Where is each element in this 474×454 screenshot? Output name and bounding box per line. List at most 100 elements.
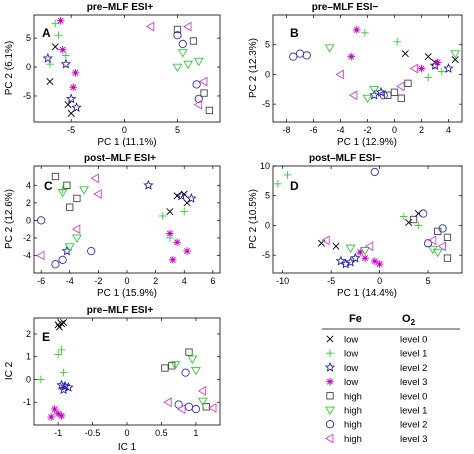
point-plus	[283, 171, 292, 179]
legend-marker-star	[324, 361, 336, 372]
point-circle	[173, 31, 182, 40]
point-asterisk	[417, 64, 426, 73]
point-triangle-left	[145, 21, 155, 32]
panel-e-ytick-label: 0	[26, 374, 31, 384]
point-star	[60, 58, 72, 69]
point-plus	[414, 221, 423, 230]
point-triangle-left	[364, 241, 374, 252]
point-triangle-down	[427, 245, 438, 255]
panel-c-xtick-label: -6	[37, 276, 45, 286]
panel-c-xtick-label: 6	[210, 276, 215, 286]
point-circle	[184, 402, 194, 411]
point-x	[332, 242, 340, 250]
legend-o2-value: level 1	[400, 406, 427, 417]
legend-o2-value: level 0	[400, 391, 427, 402]
panel-a-axes	[33, 14, 221, 123]
point-circle	[438, 224, 447, 233]
point-triangle-down	[369, 85, 380, 95]
point-star	[65, 93, 77, 104]
point-triangle-left	[321, 235, 330, 246]
panel-d-ytick-label: 10	[260, 161, 270, 171]
point-square	[397, 94, 405, 102]
panel-b-title: pre–MLF ESI−	[312, 2, 379, 13]
point-square	[185, 348, 193, 356]
panel-b-xtick-label: 4	[446, 125, 451, 135]
panel-b-points	[289, 26, 461, 104]
point-plus	[400, 212, 408, 221]
panel-b-xtick-label: -8	[282, 125, 290, 135]
panel-d: post–MLF ESI− D PC 1 (14.4%) PC 2 (10.5%…	[248, 153, 463, 299]
point-asterisk	[168, 256, 177, 264]
point-circle	[423, 239, 433, 248]
legend-o2-value: level 3	[400, 434, 427, 445]
point-triangle-down	[177, 49, 188, 58]
point-triangle-down	[172, 63, 183, 73]
panel-b-ytick-label: 5	[265, 40, 270, 50]
panel-d-ticks: -10 -5 0 5 -5 0 5 10	[260, 161, 462, 286]
panel-d-points	[274, 167, 452, 269]
point-x	[51, 43, 59, 51]
panel-a-xtick-label: -5	[67, 125, 75, 135]
point-circle	[51, 260, 60, 269]
point-x	[64, 101, 72, 109]
panel-b-ytick-label: 0	[265, 69, 270, 79]
panel-c-ytick-label: -2	[23, 233, 31, 243]
panel-d-ytick-label: 5	[265, 191, 270, 201]
panel-b-ticks: -8 -6 -4 -2 0 2 4 -5 0 5	[262, 15, 462, 135]
panel-d-ylabel: PC 2 (10.5%)	[248, 189, 259, 249]
legend-o2-header-sub: 2	[411, 318, 416, 327]
point-triangle-down	[79, 186, 90, 195]
point-circle	[295, 49, 305, 58]
panel-b-xtick-label: 2	[419, 125, 424, 135]
panel-c-ytick-label: 2	[26, 198, 31, 208]
panel-e: pre–MLF ESI+ E IC 1 IC 2 -1 -0.5 0 0.5 1 -1 0 1…	[4, 305, 221, 453]
point-x	[46, 77, 54, 86]
point-square	[205, 106, 214, 115]
point-triangle-left	[427, 235, 437, 246]
point-asterisk	[173, 238, 181, 247]
legend-o2-value: level 3	[400, 377, 427, 388]
legend-fe-header: Fe	[349, 313, 362, 325]
panel-b-ytick-label: -5	[262, 99, 270, 109]
point-triangle-down	[64, 243, 75, 252]
panel-c-ytick-label: 0	[26, 215, 31, 225]
point-plus	[393, 37, 402, 46]
point-circle	[87, 246, 96, 256]
panel-d-title: post–MLF ESI−	[309, 153, 381, 164]
legend-rows: low level 0 low level 1 low level 2 low level 3…	[324, 335, 427, 445]
point-asterisk	[56, 16, 65, 25]
panel-a-ylabel: PC 2 (6.1%)	[4, 41, 15, 95]
point-triangle-down	[71, 234, 82, 243]
panel-e-ylabel: IC 2	[4, 361, 15, 380]
legend-fe-value: low	[344, 363, 358, 374]
panel-e-letter: E	[42, 330, 50, 344]
panel-c-ylabel: PC 2 (12.6%)	[4, 189, 15, 249]
point-square	[390, 88, 399, 96]
point-triangle-left	[348, 90, 358, 101]
point-x	[401, 50, 409, 58]
panel-e-ticks: -1 -0.5 0 0.5 1 -1 0 1 2	[23, 318, 220, 438]
legend-fe-value: low	[344, 377, 358, 388]
point-square	[404, 79, 412, 88]
legend-entry: high level 2	[325, 420, 427, 431]
panel-d-xtick-label: 5	[426, 276, 431, 286]
point-asterisk	[352, 26, 361, 34]
point-circle	[379, 91, 388, 100]
point-plus	[62, 51, 70, 60]
point-asterisk	[71, 68, 80, 77]
panel-c-points	[36, 172, 197, 269]
panel-a-xtick-label: 0	[122, 125, 127, 135]
point-star	[369, 89, 380, 100]
point-triangle-down	[362, 94, 373, 104]
panel-e-ytick-label: 1	[26, 352, 31, 362]
panel-a-ytick-label: 0	[26, 62, 31, 72]
point-circle	[419, 209, 428, 218]
panel-c-xtick-label: 4	[182, 276, 187, 286]
panel-e-points	[37, 319, 217, 421]
point-square	[189, 37, 198, 45]
point-asterisk	[183, 247, 191, 255]
panel-e-xtick-label: 0	[124, 428, 129, 438]
point-plus	[54, 350, 62, 359]
panel-e-xlabel: IC 1	[118, 442, 137, 453]
